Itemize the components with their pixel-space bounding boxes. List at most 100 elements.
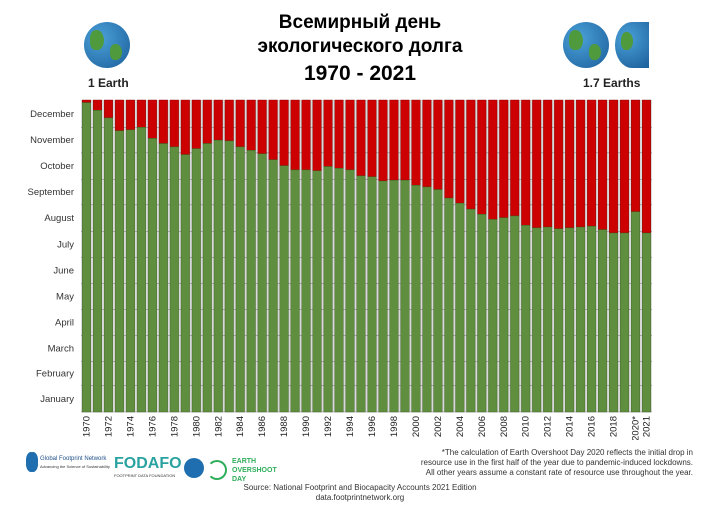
x-tick-label: 2006 <box>477 416 488 437</box>
bar-remaining <box>312 99 322 171</box>
y-tick-label: February <box>36 369 74 380</box>
bar-overshoot <box>642 232 652 413</box>
bar-remaining <box>202 99 212 144</box>
x-tick-label: 1996 <box>367 416 378 437</box>
source-url: data.footprintnetwork.org <box>315 493 405 502</box>
bar-overshoot <box>411 185 421 413</box>
bar-remaining <box>532 99 542 229</box>
bar-remaining <box>213 99 223 141</box>
bar-remaining <box>499 99 509 218</box>
bar-remaining <box>356 99 366 177</box>
bar-overshoot <box>290 169 300 413</box>
y-tick-label: August <box>44 213 74 224</box>
bar-remaining <box>543 99 553 228</box>
bar-remaining <box>290 99 300 171</box>
x-tick-label: 2014 <box>565 416 576 437</box>
earth-icon <box>84 22 130 68</box>
partial-earth-icon <box>615 22 649 68</box>
x-tick-label: 2020* <box>631 416 642 440</box>
x-tick-label: 2008 <box>499 416 510 437</box>
bar-overshoot <box>235 146 245 413</box>
title-line1: Всемирный день <box>278 12 442 33</box>
y-tick-label: March <box>48 343 74 354</box>
title-line2: экологического долга <box>257 36 463 57</box>
loop-icon <box>207 460 227 480</box>
bar-overshoot <box>224 140 234 413</box>
bar-remaining <box>510 99 520 217</box>
bar-overshoot <box>279 165 289 413</box>
bar-overshoot <box>477 214 487 413</box>
bar-overshoot <box>257 153 267 413</box>
bar-remaining <box>235 99 245 148</box>
bar-overshoot <box>158 143 168 413</box>
x-tick-label: 1980 <box>191 416 202 437</box>
title-years: 1970 - 2021 <box>303 62 417 85</box>
x-tick-label: 1972 <box>103 416 114 437</box>
x-tick-label: 1986 <box>257 416 268 437</box>
bar-remaining <box>389 99 399 181</box>
bar-overshoot <box>114 130 124 413</box>
bar-remaining <box>103 99 113 119</box>
bar-remaining <box>631 99 641 212</box>
bar-overshoot <box>521 225 531 413</box>
bar-remaining <box>323 99 333 167</box>
y-tick-label: April <box>55 317 74 328</box>
y-tick-label: July <box>57 239 74 250</box>
bar-overshoot <box>400 179 410 413</box>
earths-label: 1.7 Earths <box>583 76 641 90</box>
x-tick-label: 1990 <box>301 416 312 437</box>
bar-remaining <box>455 99 465 204</box>
bar-remaining <box>609 99 619 234</box>
x-tick-label: 1992 <box>323 416 334 437</box>
bar-overshoot <box>433 189 443 413</box>
x-tick-label: 2016 <box>587 416 598 437</box>
bar-remaining <box>587 99 597 227</box>
bar-remaining <box>125 99 135 131</box>
bar-remaining <box>521 99 531 226</box>
x-tick-label: 1984 <box>235 416 246 437</box>
x-tick-label: 1976 <box>147 416 158 437</box>
x-tick-label: 1994 <box>345 416 356 437</box>
y-tick-label: May <box>56 291 74 302</box>
bar-overshoot <box>136 127 146 413</box>
bar-overshoot <box>620 232 630 413</box>
x-tick-label: 1988 <box>279 416 290 437</box>
x-tick-label: 2012 <box>543 416 554 437</box>
bar-overshoot <box>169 146 179 413</box>
x-tick-label: 1978 <box>169 416 180 437</box>
bar-remaining <box>224 99 234 142</box>
footnote-line: resource use in the first half of the ye… <box>420 458 693 467</box>
bar-overshoot <box>576 226 586 413</box>
bar-overshoot <box>301 169 311 413</box>
bar-remaining <box>576 99 586 228</box>
fodafo-logo: FODAFO <box>114 455 182 472</box>
x-tick-label: 1982 <box>213 416 224 437</box>
bar-overshoot <box>422 186 432 413</box>
source: Source: National Footprint and Biocapaci… <box>200 483 520 503</box>
bar-overshoot <box>587 225 597 413</box>
bar-overshoot <box>444 197 454 413</box>
bar-remaining <box>642 99 652 234</box>
y-tick-label: November <box>30 135 74 146</box>
bar-overshoot <box>631 211 641 413</box>
bar-remaining <box>422 99 432 188</box>
bar-remaining <box>246 99 256 151</box>
bar-remaining <box>345 99 355 171</box>
x-tick-label: 2021 <box>642 416 653 437</box>
bar-overshoot <box>543 226 553 413</box>
bar-overshoot <box>367 176 377 413</box>
earth-icon <box>563 22 609 68</box>
bar-remaining <box>92 99 102 111</box>
bar-overshoot <box>345 169 355 413</box>
footnote-line: All other years assume a constant rate o… <box>425 468 693 477</box>
globe-icon <box>184 458 204 478</box>
fodafo-subtitle: FOOTPRINT DATA FOUNDATION <box>114 473 176 478</box>
x-tick-label: 2018 <box>609 416 620 437</box>
bar-overshoot <box>466 208 476 413</box>
bar-remaining <box>378 99 388 182</box>
y-tick-label: October <box>40 161 74 172</box>
bar-overshoot <box>356 175 366 413</box>
x-tick-label: 1998 <box>389 416 400 437</box>
bar-remaining <box>554 99 564 229</box>
bar-remaining <box>191 99 201 149</box>
